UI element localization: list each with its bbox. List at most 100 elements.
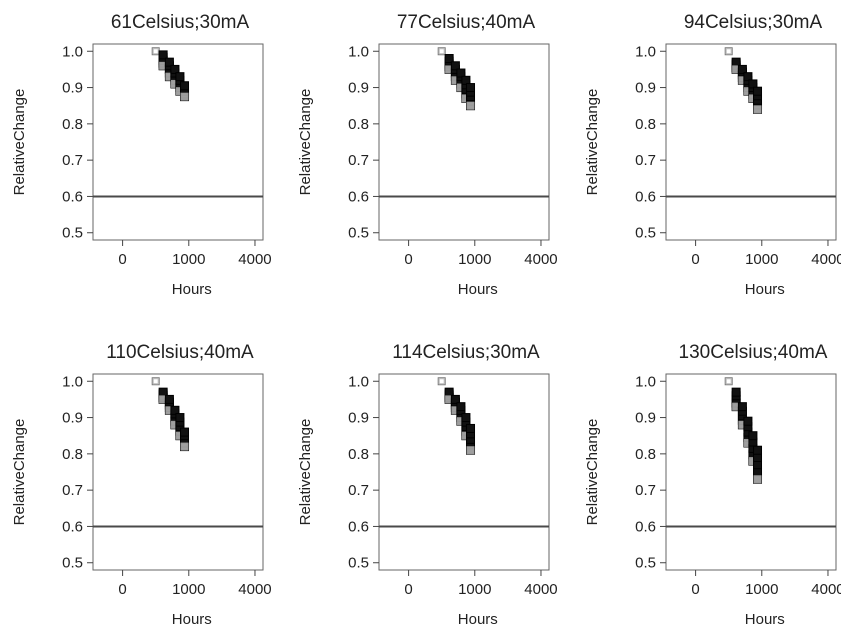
y-tick-label: 1.0 [348,43,369,60]
x-axis-label: Hours [458,281,498,298]
x-axis-label: Hours [172,611,212,627]
y-tick-label: 0.9 [348,410,369,427]
y-tick-label: 0.7 [635,482,656,499]
data-point [170,64,180,74]
data-point [466,423,476,433]
data-point [180,81,190,91]
data-point [456,402,466,412]
plot-frame [92,43,264,241]
data-point [753,445,763,455]
data-point [437,377,446,386]
chart-title: 61Celsius;30mA [111,12,250,33]
y-tick-label: 1.0 [635,43,656,60]
y-tick-label: 0.8 [62,446,83,463]
y-tick-label: 0.9 [62,80,83,97]
y-axis-label: RelativeChange [11,89,28,196]
y-tick-label: 0.6 [62,188,83,205]
data-point [170,405,180,415]
data-point [748,431,758,441]
data-point [180,442,189,451]
x-tick-label: 1000 [458,251,491,268]
y-tick-label: 0.7 [62,152,83,169]
data-point [743,72,753,82]
y-tick-label: 0.5 [62,225,83,242]
data-point [466,83,476,93]
data-points [724,377,763,484]
data-point [461,75,471,85]
y-tick-label: 0.9 [635,80,656,97]
y-tick-label: 0.9 [635,410,656,427]
y-tick-label: 0.7 [348,482,369,499]
y-tick-label: 0.6 [62,518,83,535]
chart-title: 110Celsius;40mA [106,342,254,363]
y-tick-label: 0.5 [635,225,656,242]
data-point [180,427,190,437]
y-tick-label: 0.6 [635,518,656,535]
x-tick-label: 4000 [811,251,841,268]
data-point [175,72,185,82]
data-point [753,475,762,484]
y-tick-label: 0.5 [635,555,656,572]
data-point [438,48,445,55]
plot-frame [378,43,550,241]
y-tick-label: 1.0 [62,43,83,60]
data-point [438,378,445,385]
y-axis-label: RelativeChange [584,89,601,196]
y-tick-label: 0.7 [635,152,656,169]
y-tick-label: 0.8 [348,446,369,463]
chart-panel-6: 130Celsius;40mA 0.5 0.6 0.7 0.8 0.9 1.0 0 1000 40… [584,342,841,627]
data-point [737,402,747,412]
y-tick-label: 0.6 [635,188,656,205]
x-axis-label: Hours [458,611,498,627]
data-point [725,48,732,55]
data-point [164,394,174,404]
y-tick-label: 0.8 [348,116,369,133]
data-point [175,413,185,423]
x-tick-label: 0 [118,581,126,598]
chart-title: 114Celsius;30mA [392,342,540,363]
data-points [437,377,476,455]
data-point [724,47,733,56]
y-tick-label: 0.9 [62,410,83,427]
y-tick-label: 0.5 [348,225,369,242]
y-tick-label: 0.5 [62,555,83,572]
plot-frame [92,373,264,571]
y-tick-label: 0.7 [62,482,83,499]
data-point [444,54,454,64]
y-tick-label: 0.7 [348,152,369,169]
x-tick-label: 0 [404,251,412,268]
data-point [164,57,174,67]
data-point [753,86,763,96]
x-tick-label: 1000 [745,581,778,598]
x-tick-label: 1000 [172,251,205,268]
plot-frame [665,43,837,241]
x-tick-label: 1000 [745,251,778,268]
x-tick-label: 1000 [458,581,491,598]
data-points [724,47,763,114]
y-axis-label: RelativeChange [584,419,601,526]
data-point [466,101,475,110]
chart-title: 94Celsius;30mA [684,12,823,33]
y-tick-label: 1.0 [62,373,83,390]
data-point [158,50,168,60]
x-tick-label: 0 [691,251,699,268]
y-axis-label: RelativeChange [297,89,314,196]
data-point [748,79,758,89]
data-point [450,61,460,71]
y-tick-label: 0.6 [348,518,369,535]
y-tick-label: 1.0 [635,373,656,390]
y-tick-label: 0.8 [635,446,656,463]
data-point [450,394,460,404]
y-tick-label: 0.9 [348,80,369,97]
chart-panel-1: 61Celsius;30mA 0.5 0.6 0.7 0.8 0.9 1.0 0 1000 400… [11,12,272,298]
chart-title: 77Celsius;40mA [397,12,536,33]
chart-panel-2: 77Celsius;40mA 0.5 0.6 0.7 0.8 0.9 1.0 0 1000 400… [297,12,558,298]
plot-frame [665,373,837,571]
x-tick-label: 1000 [172,581,205,598]
chart-panel-4: 110Celsius;40mA 0.5 0.6 0.7 0.8 0.9 1.0 0 1000 40… [11,342,272,627]
y-tick-label: 0.5 [348,555,369,572]
data-point [724,377,733,386]
x-axis-label: Hours [745,611,785,627]
x-axis-label: Hours [172,281,212,298]
